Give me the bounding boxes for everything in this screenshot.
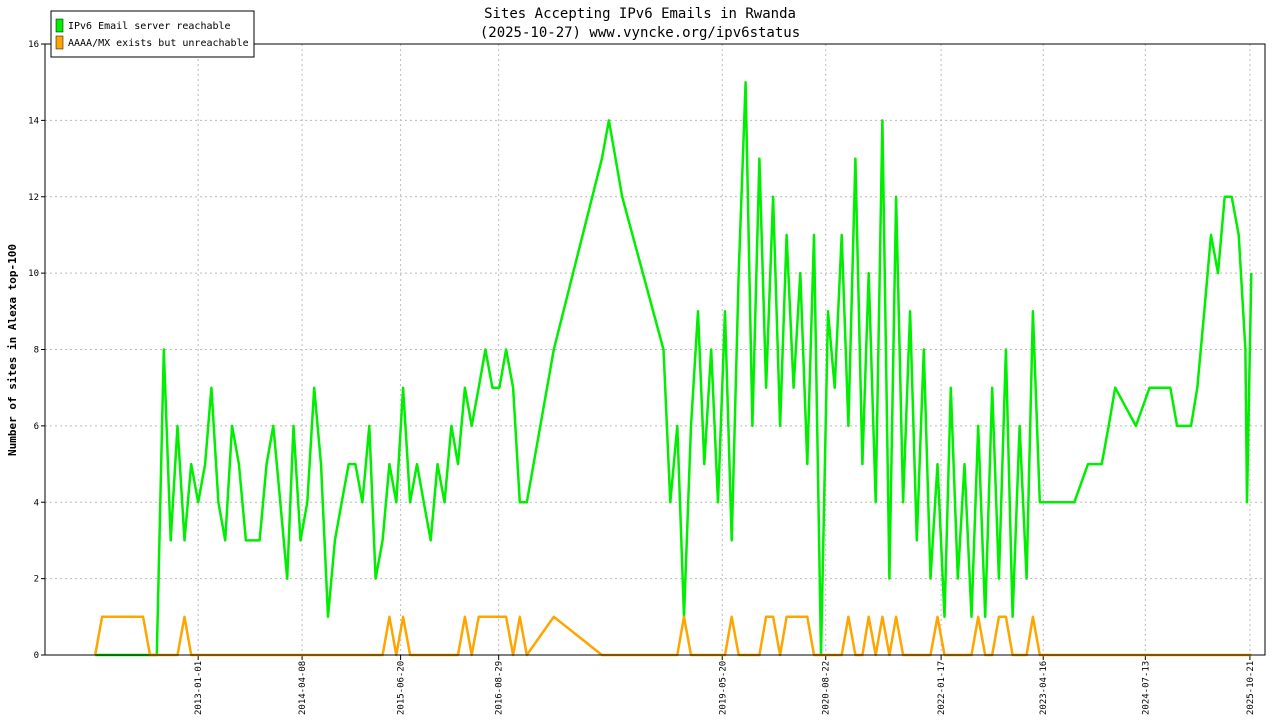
- y-tick-label: 6: [34, 422, 39, 432]
- x-tick-label: 2015-06-20: [397, 661, 407, 715]
- legend-swatch: [55, 35, 64, 50]
- x-tick-label: 2013-01-01: [194, 661, 204, 715]
- legend-box: [50, 10, 255, 58]
- legend-label: AAAA/MX exists but unreachable: [68, 38, 249, 49]
- y-tick-label: 8: [34, 346, 39, 356]
- x-tick-label: 2025-10-21: [1246, 661, 1256, 715]
- legend: IPv6 Email server reachable AAAA/MX exist…: [50, 10, 255, 58]
- y-tick-label: 12: [28, 193, 39, 203]
- legend-label: IPv6 Email server reachable: [68, 21, 231, 32]
- series-line: [95, 80, 1253, 657]
- y-tick-label: 4: [34, 498, 39, 508]
- plot-frame: [44, 43, 1266, 656]
- x-tick-label: 2022-01-17: [937, 661, 947, 715]
- x-tick-label: 2020-08-22: [822, 661, 832, 715]
- y-tick-label: 0: [34, 651, 39, 661]
- y-tick-label: 16: [28, 40, 39, 50]
- x-tick-label: 2023-04-16: [1039, 661, 1049, 715]
- chart-title: Sites Accepting IPv6 Emails in Rwanda: [484, 6, 796, 22]
- y-tick-label: 14: [28, 116, 39, 126]
- x-tick-label: 2014-04-08: [298, 661, 308, 715]
- y-tick-label: 2: [34, 575, 39, 585]
- y-tick-label: 10: [28, 269, 39, 279]
- y-axis-label: Number of sites in Alexa top-100: [6, 244, 19, 456]
- x-tick-label: 2019-05-20: [718, 661, 728, 715]
- x-tick-label: 2016-08-29: [495, 661, 505, 715]
- x-tick-label: 2024-07-13: [1141, 661, 1151, 715]
- legend-swatch: [55, 18, 64, 33]
- chart-subtitle: (2025-10-27) www.vyncke.org/ipv6status: [480, 25, 800, 41]
